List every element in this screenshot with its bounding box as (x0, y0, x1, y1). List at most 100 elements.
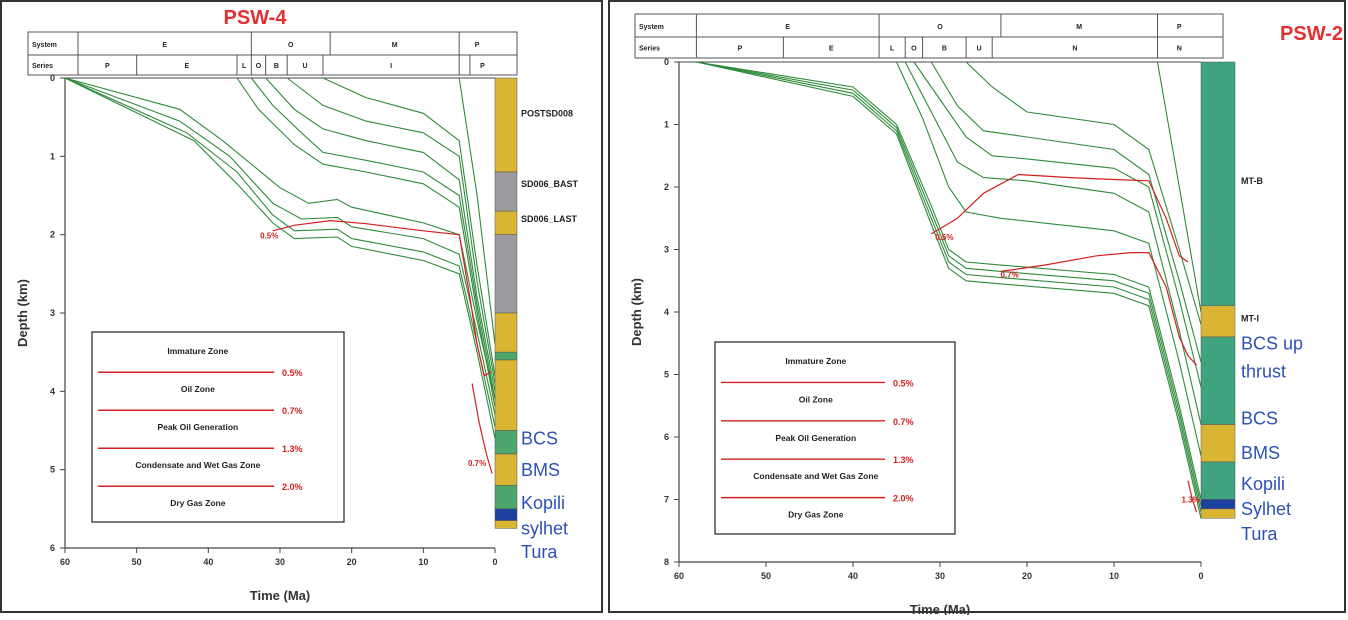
strat-unit (494, 430, 518, 455)
legend-zone-label: Condensate and Wet Gas Zone (135, 460, 260, 470)
legend-zone-label: Oil Zone (799, 394, 833, 404)
burial-curve (696, 61, 1202, 500)
maturity-curve (1000, 252, 1198, 366)
legend-frame (91, 331, 345, 523)
x-tick-label: 40 (848, 571, 858, 581)
strat-unit (1200, 61, 1236, 306)
y-tick-label: 5 (50, 465, 55, 475)
legend-zone-label: Peak Oil Generation (157, 422, 238, 432)
formation-label: BCS (1241, 409, 1278, 429)
formation-label: Sylhet (1241, 499, 1291, 519)
header-system-label: System (639, 24, 664, 31)
legend-value: 0.5% (893, 378, 914, 388)
legend-zone-label: Peak Oil Generation (775, 433, 856, 443)
maturity-curve (930, 173, 1189, 263)
x-tick-label: 60 (674, 571, 684, 581)
system-cell-label: O (937, 24, 943, 31)
formation-label: MT-B (1241, 176, 1263, 186)
legend-value: 2.0% (282, 482, 303, 492)
header-frame (634, 13, 1224, 59)
strat-unit (494, 351, 518, 361)
maturity-label: 0.7% (468, 459, 486, 468)
legend-value: 0.7% (893, 417, 914, 427)
burial-curve (896, 61, 1202, 456)
x-axis-label: Time (Ma) (250, 588, 310, 603)
strat-unit (494, 234, 518, 314)
legend-zone-label: Dry Gas Zone (788, 510, 844, 520)
system-cell-label: P (475, 42, 480, 49)
burial-curve (265, 77, 496, 392)
system-cell-label: M (1076, 24, 1082, 31)
x-tick-label: 50 (132, 557, 142, 567)
burial-curve (965, 61, 1202, 325)
x-tick-label: 40 (203, 557, 213, 567)
system-cell-label: P (1177, 24, 1182, 31)
y-tick-label: 4 (50, 386, 55, 396)
y-tick-label: 6 (50, 543, 55, 553)
maturity-label: 0.5% (935, 233, 953, 242)
maturity-curve (1187, 480, 1198, 513)
maturity-curves: 0.5% 0.7% 1.3% (930, 173, 1200, 513)
formation-label: SD006_BAST (521, 179, 579, 189)
burial-curve (1156, 61, 1202, 313)
legend-zone-label: Immature Zone (785, 356, 846, 366)
strat-unit (494, 485, 518, 510)
strat-unit (1200, 336, 1236, 425)
formation-label: BCS (521, 429, 558, 449)
formation-label: Kopili (521, 493, 565, 513)
x-tick-label: 0 (1198, 571, 1203, 581)
y-tick-label: 8 (664, 557, 669, 567)
series-cell-label: L (890, 46, 895, 53)
legend-value: 0.7% (282, 406, 303, 416)
strat-unit (494, 508, 518, 521)
burial-curve (236, 77, 496, 408)
header-series-label: Series (639, 46, 660, 53)
legend-frame (714, 341, 956, 535)
burial-curve (904, 61, 1202, 425)
maturity-label: 1.3% (1181, 496, 1199, 505)
y-tick-label: 5 (664, 370, 669, 380)
maturity-curve (272, 219, 492, 377)
strat-unit (1200, 499, 1236, 510)
legend-value: 1.3% (282, 444, 303, 454)
formation-label: SD006_LAST (521, 214, 578, 224)
legend-zone-label: Oil Zone (181, 384, 215, 394)
strat-unit (1200, 424, 1236, 463)
formation-label: Kopili (1241, 474, 1285, 494)
strat-unit (494, 210, 518, 235)
y-tick-label: 6 (664, 432, 669, 442)
maturity-curve (471, 383, 493, 474)
strat-unit (494, 77, 518, 173)
header-system-label: System (32, 42, 57, 49)
strat-unit (494, 520, 518, 529)
burial-curve (286, 77, 496, 384)
formation-label: thrust (1241, 362, 1286, 382)
formation-label: BCS up (1241, 334, 1303, 354)
panel-border (608, 0, 1346, 613)
series-cell-label: U (977, 46, 982, 53)
burial-curves (64, 77, 496, 439)
x-tick-label: 50 (761, 571, 771, 581)
series-cell-label: E (829, 46, 834, 53)
strat-column (494, 77, 518, 529)
y-tick-label: 3 (50, 308, 55, 318)
series-cell-label: L (242, 63, 247, 70)
strat-unit (494, 171, 518, 212)
y-axis-label: Depth (km) (629, 278, 644, 346)
system-cell-label: O (288, 42, 294, 49)
formation-label: MT-I (1241, 313, 1259, 323)
x-tick-label: 10 (1109, 571, 1119, 581)
burial-curve (696, 61, 1202, 519)
psw2-panel: PSW-2 System Series E O M P P E L O B U N N 60 50 40 30 20 1… (605, 0, 1348, 617)
series-cell-label: O (911, 46, 917, 53)
burial-curve (64, 77, 496, 400)
formation-labels: POSTSD008 SD006_BAST SD006_LAST BCS BMS Kopil… (521, 108, 579, 562)
maturity-legend: Immature Zone 0.5% Oil Zone 0.7% Peak Oil Ge… (714, 341, 956, 535)
y-tick-label: 2 (664, 182, 669, 192)
x-tick-label: 20 (347, 557, 357, 567)
y-tick-label: 4 (664, 307, 669, 317)
burial-curve (64, 77, 496, 439)
legend-zone-label: Immature Zone (167, 346, 228, 356)
